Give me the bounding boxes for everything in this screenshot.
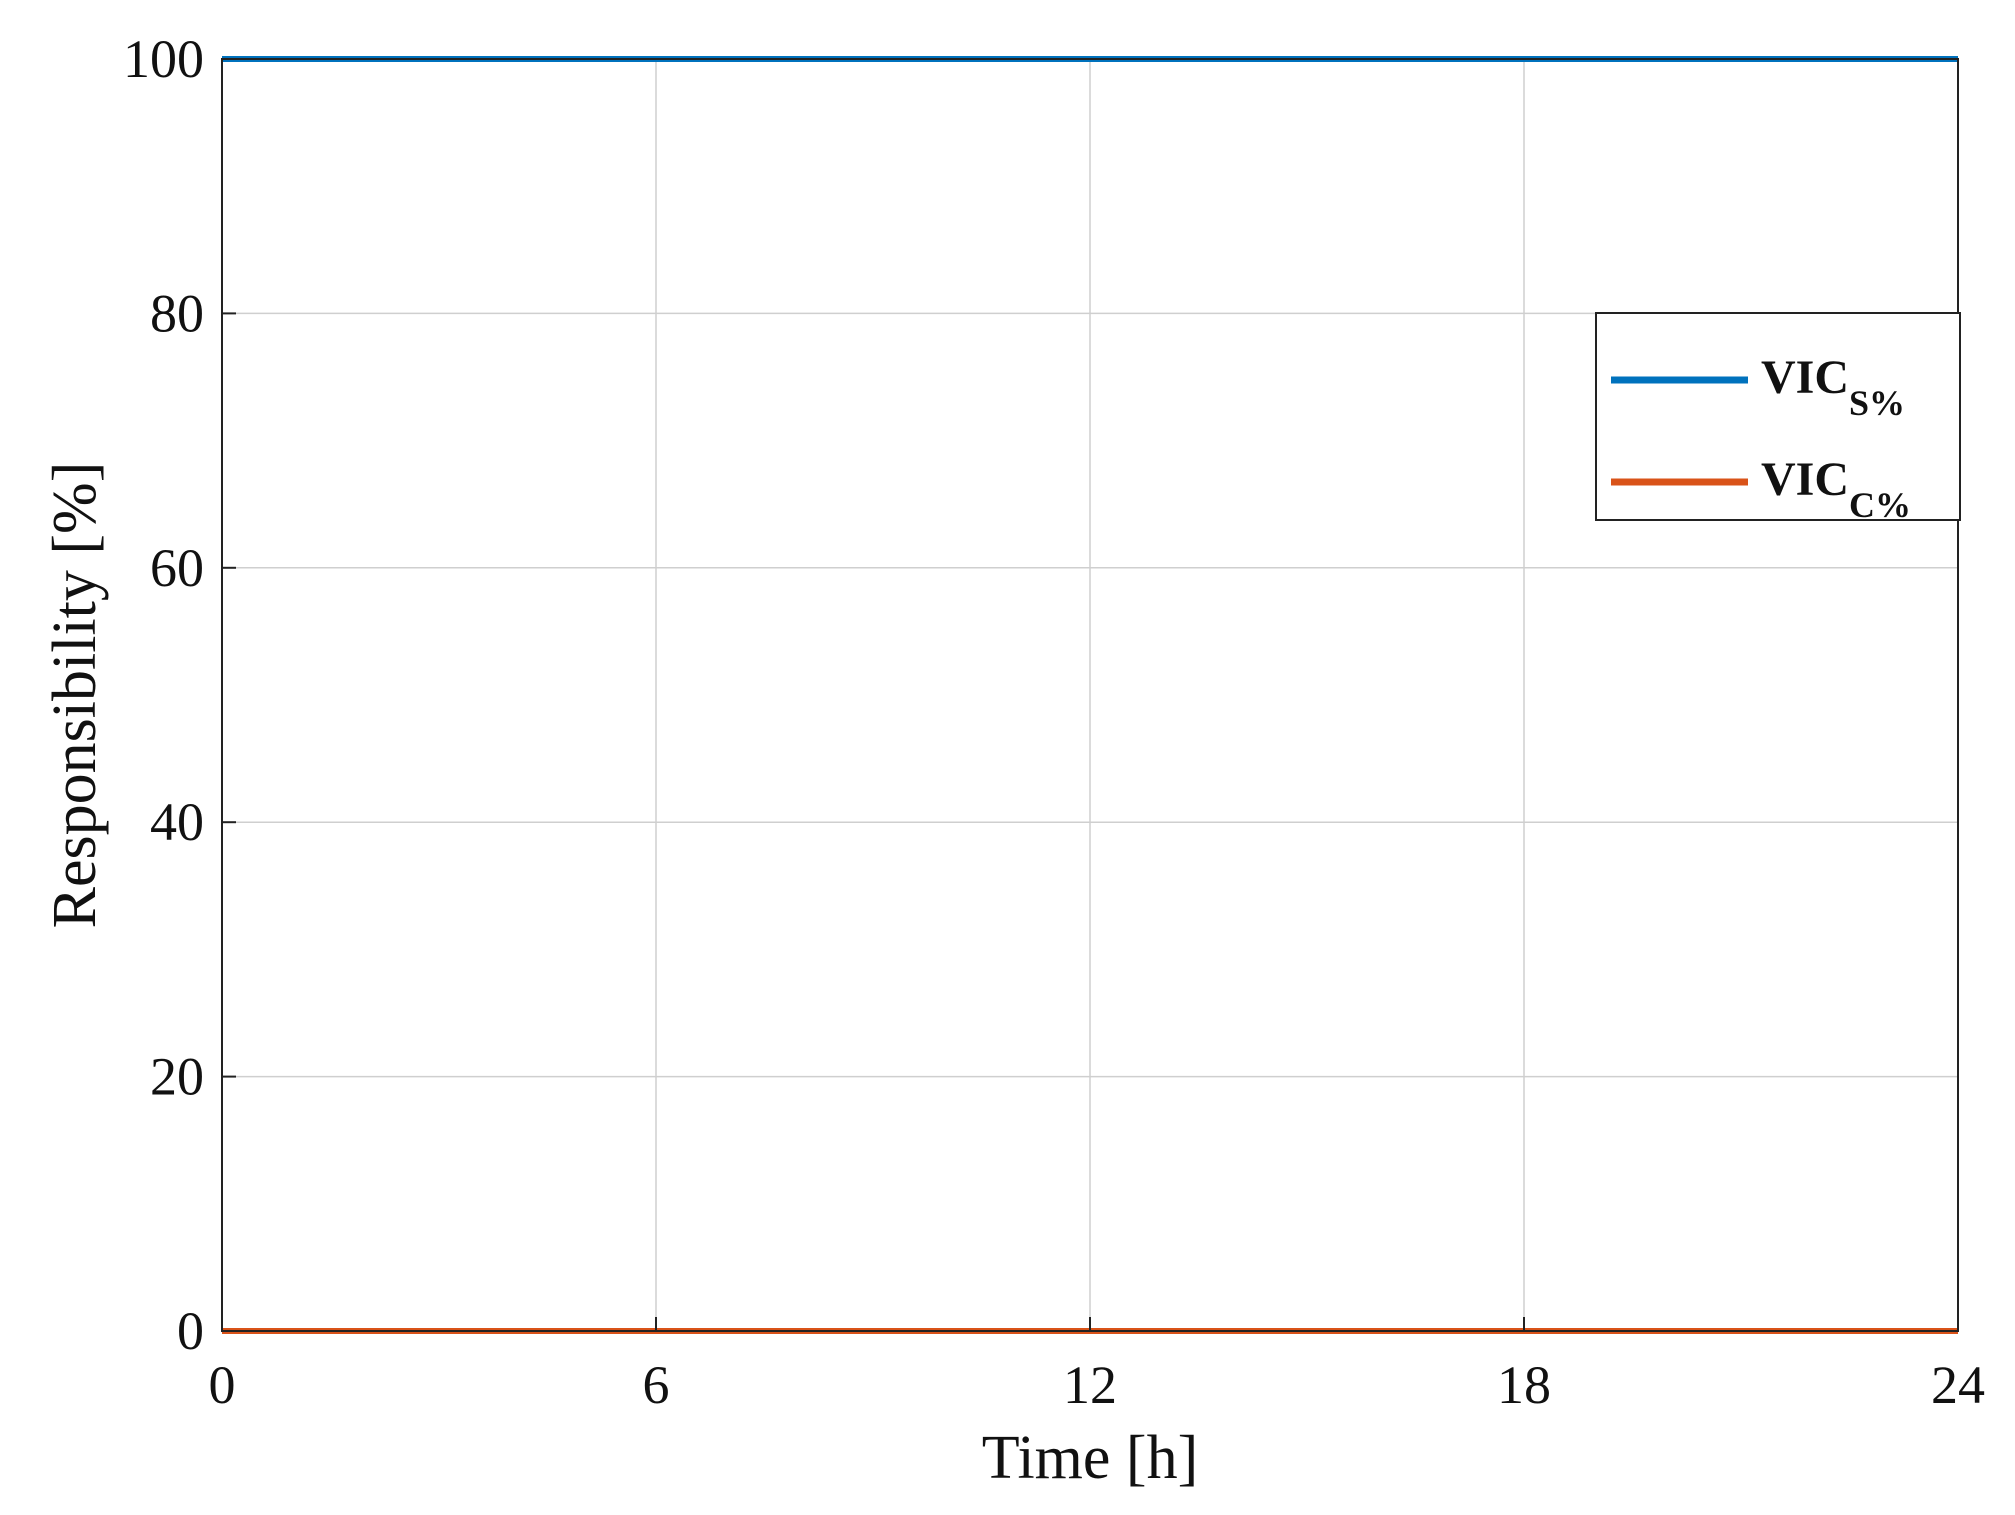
legend: VICS%VICC% bbox=[1595, 312, 1961, 525]
y-axis-label: Responsibility [%] bbox=[41, 462, 109, 929]
tick-labels: 0 6 12 18 24 0 20 40 60 80 100 bbox=[123, 29, 1985, 1415]
y-tick-label: 40 bbox=[150, 792, 204, 852]
x-tick-label: 12 bbox=[1063, 1355, 1117, 1415]
x-tick-label: 24 bbox=[1931, 1355, 1985, 1415]
x-tick-label: 0 bbox=[209, 1355, 236, 1415]
x-tick-label: 18 bbox=[1497, 1355, 1551, 1415]
y-tick-label: 20 bbox=[150, 1047, 204, 1107]
y-tick-label: 100 bbox=[123, 29, 204, 89]
x-axis-label: Time [h] bbox=[982, 1424, 1198, 1492]
y-tick-label: 80 bbox=[150, 283, 204, 343]
x-tick-label: 6 bbox=[643, 1355, 670, 1415]
y-tick-label: 60 bbox=[150, 538, 204, 598]
y-tick-label: 0 bbox=[177, 1301, 204, 1361]
